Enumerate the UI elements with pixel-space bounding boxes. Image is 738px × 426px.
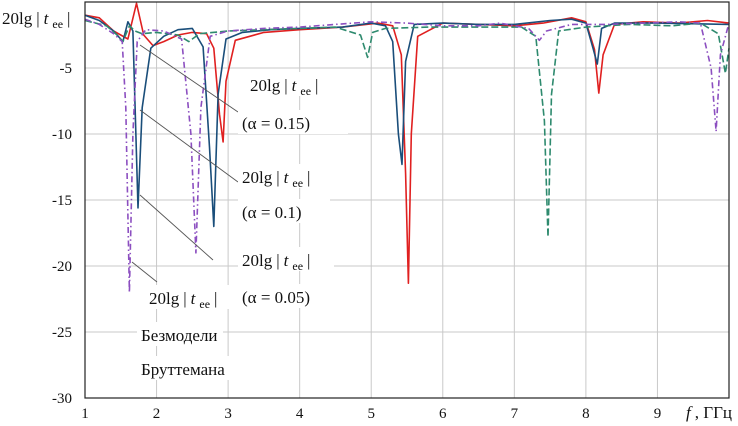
svg-text:(α = 0.05): (α = 0.05) (242, 288, 310, 307)
svg-text:Безмодели: Безмодели (141, 326, 218, 345)
series-line-2 (84, 14, 730, 228)
svg-text:(α = 0.15): (α = 0.15) (242, 114, 310, 133)
series-line-1 (84, 2, 730, 284)
x-tick-labels: 1 2 3 4 5 6 7 8 9 (81, 406, 661, 422)
svg-text:Бруттемана: Бруттемана (141, 360, 225, 379)
annotation-alpha-0-05: 20lg | t ee | (α = 0.05) (238, 247, 344, 308)
annotation-alpha-0-15: 20lg | t ee | (α = 0.15) (238, 72, 348, 134)
x-tick-label: 4 (296, 406, 304, 422)
svg-text:(α = 0.1): (α = 0.1) (242, 203, 302, 222)
annotation-no-bruggeman: 20lg | t ee | Безмодели Бруттемана (137, 285, 231, 380)
x-tick-label: 1 (81, 406, 89, 422)
grid-lines (85, 2, 729, 398)
y-axis-label: 20lg | t ee | (2, 9, 70, 32)
y-tick-label: -15 (52, 193, 72, 209)
series-line-4 (84, 18, 730, 294)
x-tick-label: 6 (439, 406, 447, 422)
x-tick-label: 8 (582, 406, 590, 422)
y-tick-label: -10 (52, 127, 72, 143)
annotation-leaders (131, 44, 239, 283)
y-tick-label: -30 (52, 391, 72, 407)
y-tick-label: -20 (52, 259, 72, 275)
x-tick-label: 7 (511, 406, 519, 422)
x-tick-label: 9 (654, 406, 662, 422)
plot-frame (84, 1, 730, 399)
svg-text:20lg | t ee: 20lg | t ee | (242, 251, 310, 274)
series-lines (84, 2, 730, 294)
svg-text:20lg | t ee: 20lg | t ee | (250, 76, 318, 99)
y-tick-labels: -5 -10 -15 -20 -25 -30 (52, 61, 72, 407)
x-tick-label: 2 (153, 406, 161, 422)
x-axis-label-bg (683, 400, 737, 422)
x-tick-label: 5 (367, 406, 375, 422)
y-tick-label: -25 (52, 325, 72, 341)
series-line-3 (84, 19, 730, 238)
svg-text:20lg | t ee: 20lg | t ee | (242, 168, 310, 191)
svg-text:20lg | t ee: 20lg | t ee | (149, 289, 217, 312)
annotation-alpha-0-1: 20lg | t ee | (α = 0.1) (238, 164, 334, 223)
x-tick-label: 3 (224, 406, 232, 422)
y-tick-label: -5 (60, 61, 73, 77)
x-axis-label: f , ГГц (686, 403, 732, 422)
